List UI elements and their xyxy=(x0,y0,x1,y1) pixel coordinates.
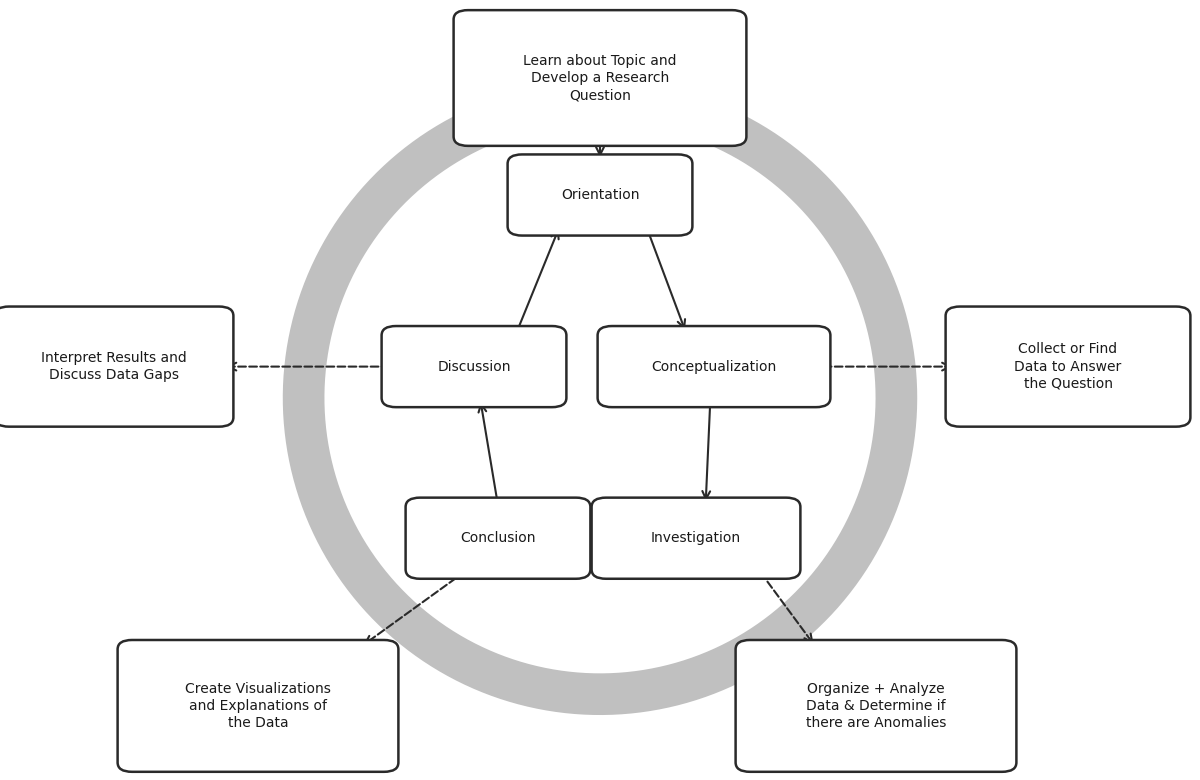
Text: Conclusion: Conclusion xyxy=(461,531,535,545)
FancyBboxPatch shape xyxy=(592,498,800,579)
Text: Discussion: Discussion xyxy=(437,360,511,374)
FancyBboxPatch shape xyxy=(382,326,566,407)
Text: Create Visualizations
and Explanations of
the Data: Create Visualizations and Explanations o… xyxy=(185,682,331,730)
FancyBboxPatch shape xyxy=(406,498,590,579)
FancyBboxPatch shape xyxy=(598,326,830,407)
Text: Investigation: Investigation xyxy=(650,531,742,545)
Text: Interpret Results and
Discuss Data Gaps: Interpret Results and Discuss Data Gaps xyxy=(41,351,187,382)
FancyBboxPatch shape xyxy=(0,307,233,427)
FancyBboxPatch shape xyxy=(946,307,1190,427)
Text: Organize + Analyze
Data & Determine if
there are Anomalies: Organize + Analyze Data & Determine if t… xyxy=(806,682,946,730)
Text: Learn about Topic and
Develop a Research
Question: Learn about Topic and Develop a Research… xyxy=(523,54,677,102)
Text: Orientation: Orientation xyxy=(560,188,640,202)
FancyBboxPatch shape xyxy=(454,10,746,146)
Text: Collect or Find
Data to Answer
the Question: Collect or Find Data to Answer the Quest… xyxy=(1014,342,1122,391)
FancyBboxPatch shape xyxy=(118,640,398,772)
FancyBboxPatch shape xyxy=(508,154,692,236)
FancyBboxPatch shape xyxy=(736,640,1016,772)
Text: Conceptualization: Conceptualization xyxy=(652,360,776,374)
